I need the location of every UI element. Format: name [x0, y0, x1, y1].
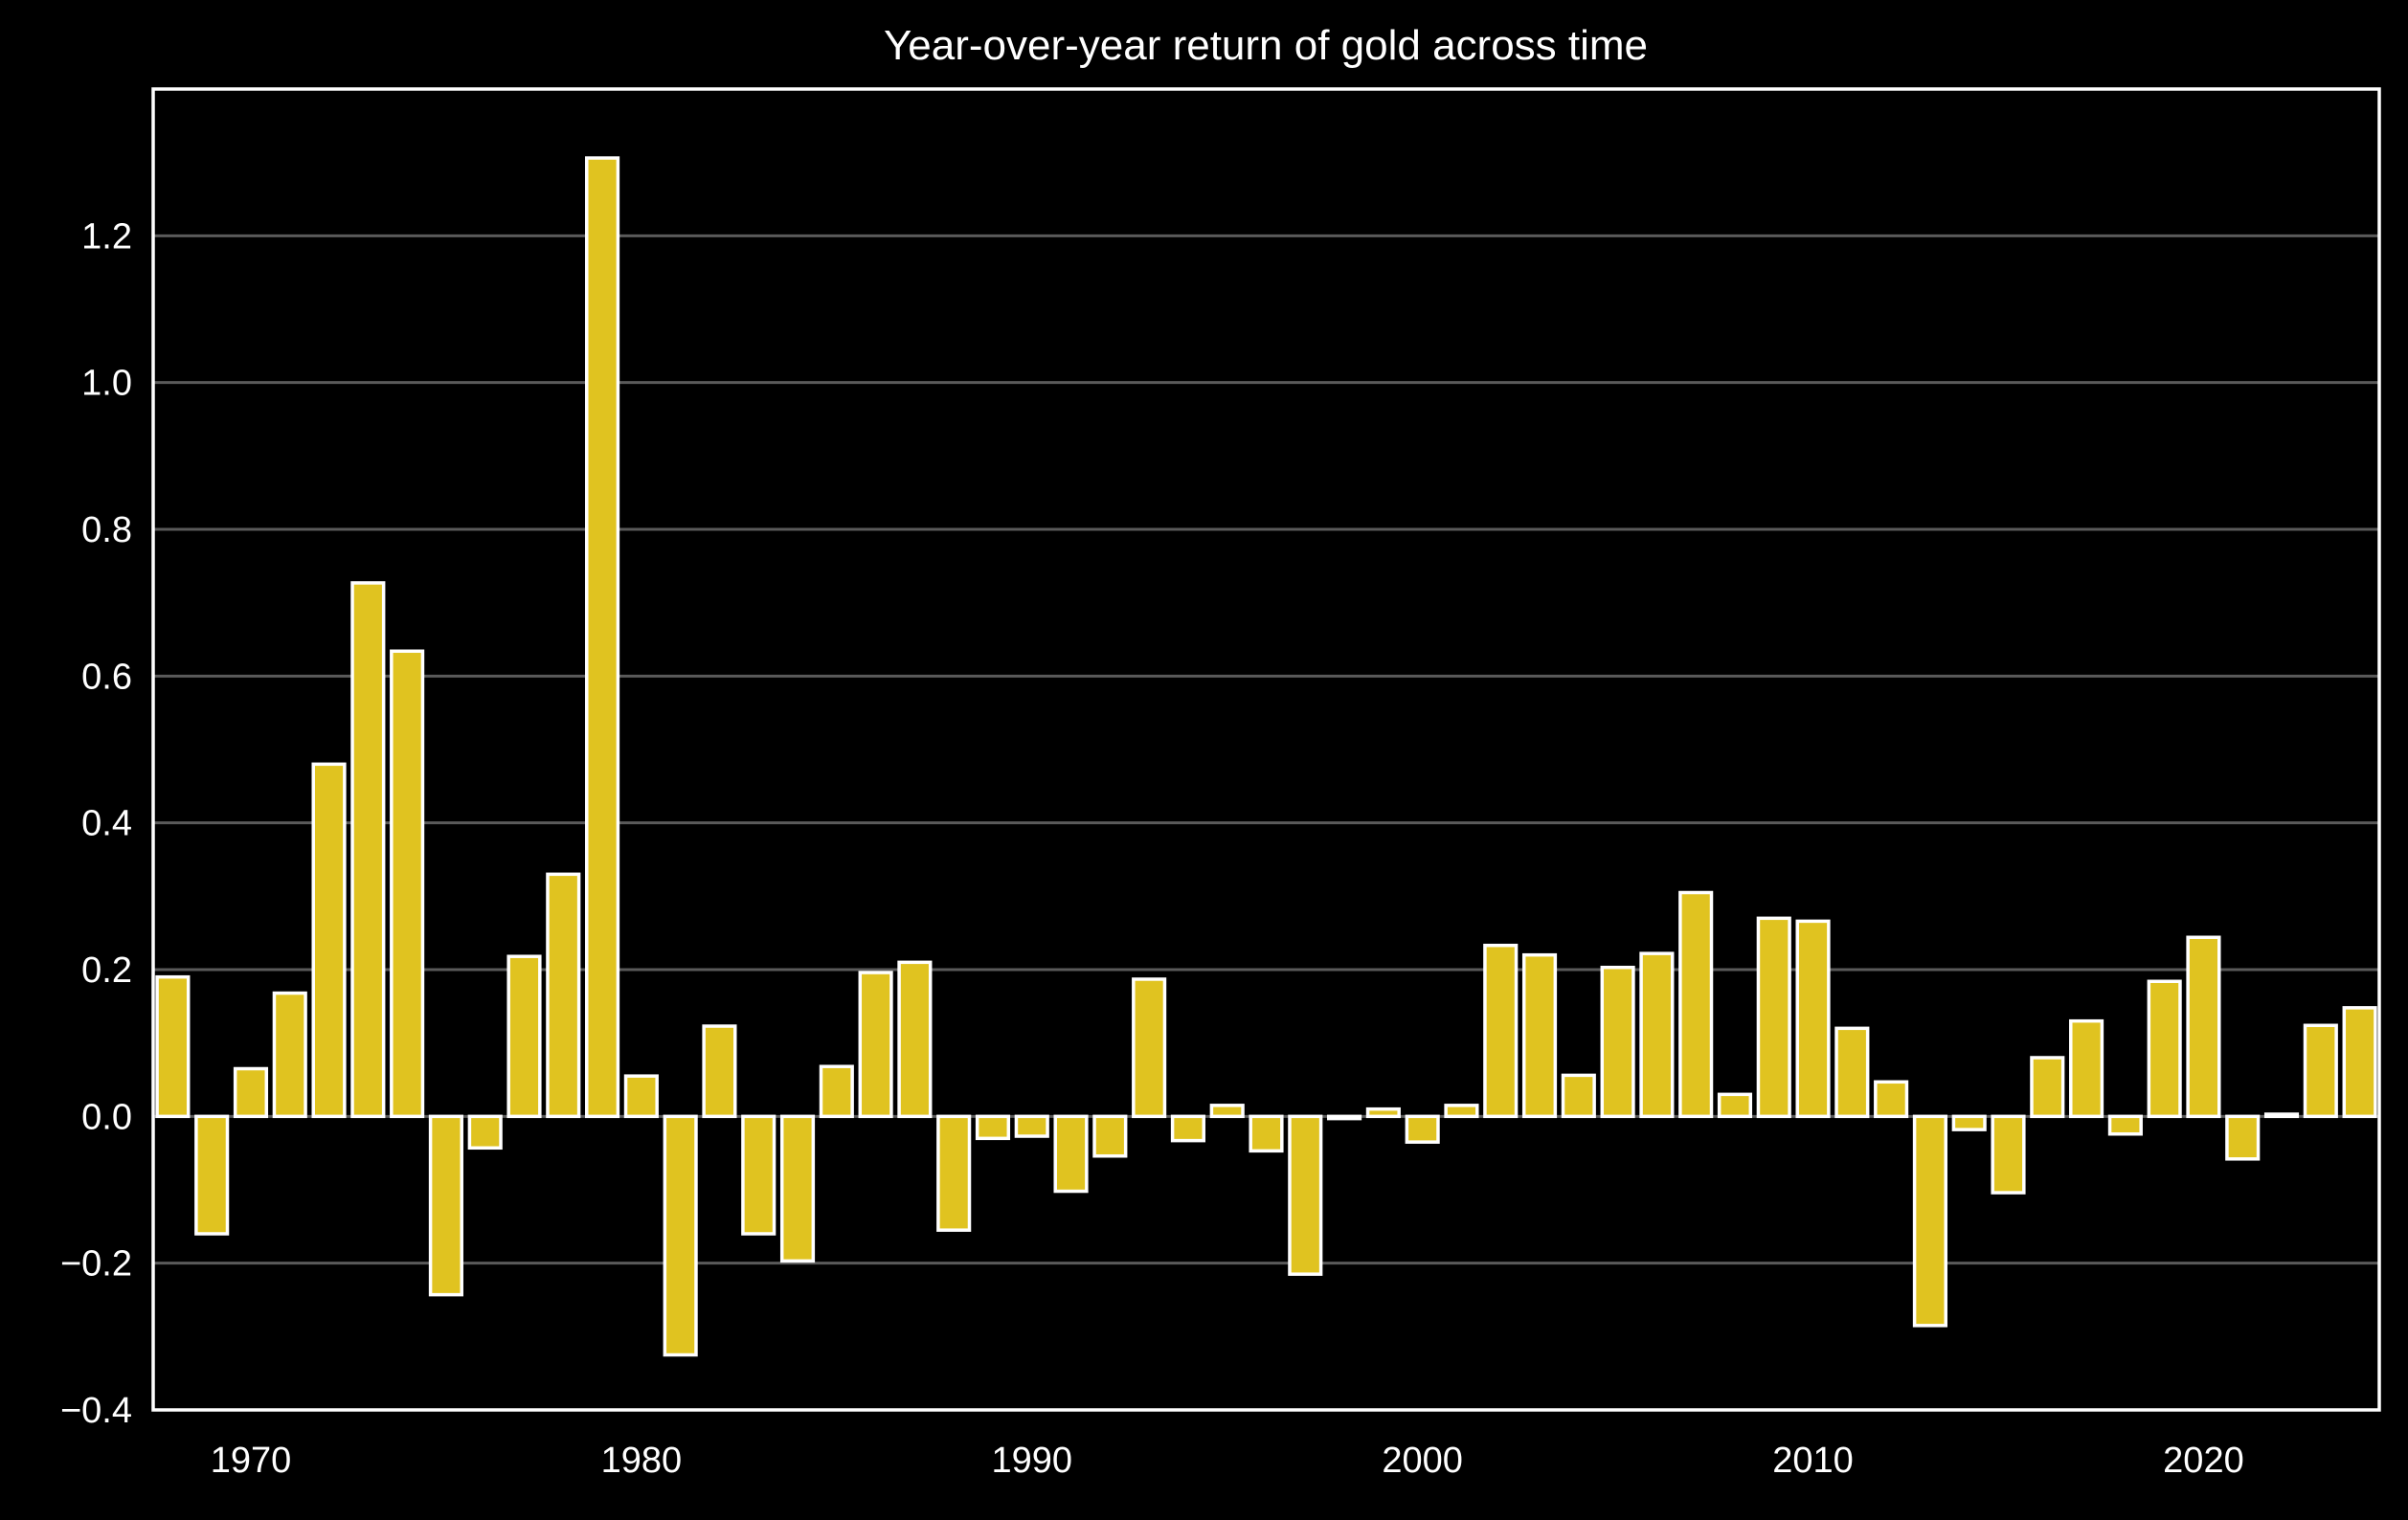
bar-2015: [1991, 1114, 2026, 1195]
bar-2024: [2342, 1006, 2377, 1119]
bar-1996: [1249, 1114, 1284, 1153]
y-axis-ticks: −0.4 −0.2 0.0 0.2 0.4 0.6 0.8 1.0 1.2: [60, 216, 132, 1431]
bar-2023: [2303, 1023, 2338, 1119]
bar-1985: [819, 1064, 854, 1119]
bar-1981: [663, 1114, 698, 1357]
bar-1975: [428, 1114, 463, 1297]
bar-2009: [1756, 916, 1791, 1119]
bars: [155, 156, 2377, 1357]
bar-1990: [1014, 1114, 1049, 1138]
bar-1978: [546, 872, 581, 1119]
bar-2016: [2030, 1056, 2065, 1119]
y-tick-label: 0.4: [81, 804, 132, 844]
bar-1971: [272, 991, 307, 1119]
bar-1983: [741, 1114, 776, 1236]
bar-1984: [779, 1114, 816, 1263]
bar-1977: [506, 954, 542, 1119]
bar-2004: [1561, 1073, 1596, 1119]
bar-1998: [1327, 1114, 1362, 1121]
bar-1987: [897, 960, 933, 1119]
bar-1973: [350, 581, 386, 1119]
bar-1979: [585, 156, 620, 1119]
bar-1980: [623, 1074, 659, 1119]
bar-1994: [1170, 1114, 1205, 1143]
bar-1993: [1132, 977, 1167, 1119]
bar-1988: [936, 1114, 972, 1232]
x-tick-label: 2020: [2163, 1441, 2244, 1481]
bar-2020: [2186, 935, 2221, 1119]
bar-2011: [1834, 1026, 1870, 1119]
bar-2018: [2107, 1114, 2143, 1136]
bar-2008: [1717, 1092, 1753, 1119]
bar-1976: [467, 1114, 503, 1151]
bar-2013: [1912, 1114, 1947, 1328]
bar-1992: [1092, 1114, 1128, 1158]
bar-2002: [1483, 943, 1519, 1119]
y-tick-label: −0.2: [60, 1244, 132, 1285]
bar-2006: [1639, 951, 1675, 1119]
plot-frame: [151, 87, 2381, 1412]
bar-1989: [975, 1114, 1011, 1141]
y-tick-label: −0.4: [60, 1391, 132, 1431]
y-tick-label: 0.8: [81, 510, 132, 550]
y-tick-label: 0.0: [81, 1097, 132, 1137]
x-tick-label: 2000: [1382, 1441, 1463, 1481]
bar-1982: [702, 1024, 737, 1119]
y-tick-label: 1.2: [81, 216, 132, 257]
bar-1972: [311, 762, 347, 1119]
bar-1969: [194, 1114, 230, 1236]
x-tick-label: 2010: [1772, 1441, 1854, 1481]
bar-2012: [1874, 1080, 1909, 1119]
x-tick-label: 1970: [211, 1441, 292, 1481]
bar-1970: [233, 1066, 269, 1119]
bar-1986: [858, 971, 893, 1119]
bar-2005: [1600, 965, 1635, 1119]
y-tick-label: 0.2: [81, 950, 132, 991]
bar-2021: [2225, 1114, 2261, 1161]
bar-2014: [1951, 1114, 1987, 1131]
bar-2022: [2263, 1112, 2300, 1119]
y-tick-label: 0.6: [81, 657, 132, 697]
bar-2001: [1444, 1104, 1479, 1119]
x-axis-ticks: 1970 1980 1990 2000 2010 2020: [211, 1441, 2244, 1481]
y-tick-label: 1.0: [81, 364, 132, 404]
bar-1991: [1053, 1114, 1089, 1194]
bar-2019: [2147, 979, 2182, 1119]
bar-1997: [1288, 1114, 1323, 1276]
bar-2017: [2069, 1018, 2104, 1119]
bar-1968: [155, 974, 191, 1119]
chart-title: Year-over-year return of gold across tim…: [884, 22, 1648, 69]
bar-2007: [1678, 890, 1714, 1119]
x-tick-label: 1980: [601, 1441, 683, 1481]
bar-1999: [1365, 1106, 1401, 1119]
bar-1974: [390, 649, 425, 1119]
bar-1995: [1209, 1104, 1245, 1119]
bar-2000: [1405, 1114, 1440, 1144]
bar-2003: [1521, 952, 1558, 1119]
bar-2010: [1795, 919, 1831, 1119]
x-tick-label: 1990: [991, 1441, 1072, 1481]
